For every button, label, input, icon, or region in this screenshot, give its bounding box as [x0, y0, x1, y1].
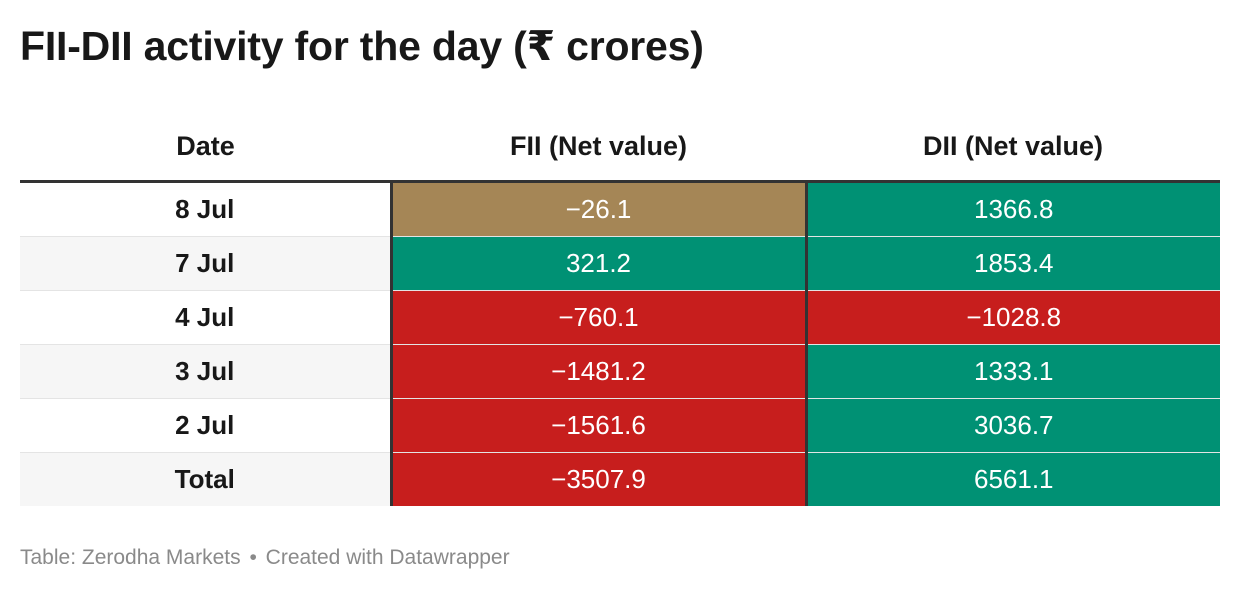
dii-value-cell: 1853.4: [806, 236, 1220, 291]
fii-value-cell: −1481.2: [391, 344, 808, 399]
source-note: Table: Zerodha Markets: [20, 546, 241, 569]
dii-value-cell: 3036.7: [806, 398, 1220, 453]
dii-value-cell: 6561.1: [806, 452, 1220, 506]
date-cell: 3 Jul: [20, 344, 393, 399]
table-row: 7 Jul 321.2 1853.4: [20, 236, 1220, 291]
column-header-fii[interactable]: FII (Net value): [391, 112, 806, 183]
fii-value-cell: −1561.6: [391, 398, 808, 453]
dii-value-cell: −1028.8: [806, 290, 1220, 345]
date-cell: Total: [20, 452, 393, 506]
date-cell: 2 Jul: [20, 398, 393, 453]
date-cell: 4 Jul: [20, 290, 393, 345]
date-cell: 8 Jul: [20, 181, 393, 237]
fii-dii-table: Date FII (Net value) DII (Net value) 8 J…: [20, 112, 1220, 506]
column-header-dii: DII (Net value): [806, 112, 1220, 183]
dii-value-cell: 1366.8: [806, 181, 1220, 237]
table-row: Total −3507.9 6561.1: [20, 452, 1220, 506]
footer-separator: •: [249, 546, 257, 569]
fii-value-cell: −3507.9: [391, 452, 808, 506]
table-row: 8 Jul −26.1 1366.8: [20, 181, 1220, 237]
footer-credit: Table: Zerodha Markets • Created with Da…: [20, 546, 510, 570]
chart-title: FII-DII activity for the day (₹ crores): [20, 23, 704, 69]
datawrapper-credit: Created with Datawrapper: [265, 546, 510, 569]
table-row: 3 Jul −1481.2 1333.1: [20, 344, 1220, 399]
fii-value-cell: 321.2: [391, 236, 808, 291]
fii-value-cell: −26.1: [391, 181, 808, 237]
table-header-row: Date FII (Net value) DII (Net value): [20, 112, 1220, 183]
fii-value-cell: −760.1: [391, 290, 808, 345]
column-header-date[interactable]: Date: [20, 112, 391, 183]
date-cell: 7 Jul: [20, 236, 393, 291]
table-row: 2 Jul −1561.6 3036.7: [20, 398, 1220, 453]
table-row: 4 Jul −760.1 −1028.8: [20, 290, 1220, 345]
dii-value-cell: 1333.1: [806, 344, 1220, 399]
